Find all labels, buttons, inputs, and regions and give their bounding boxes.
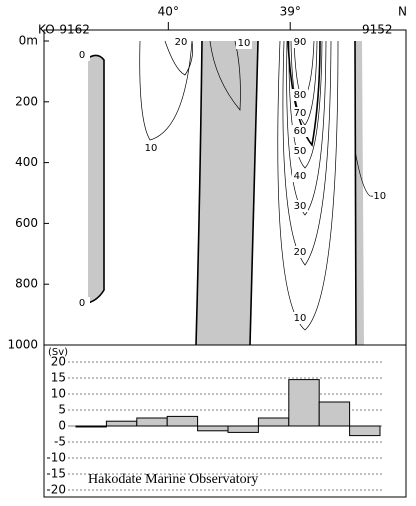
contour-label-bg bbox=[74, 297, 90, 309]
y-tick-label: -15 bbox=[46, 467, 66, 481]
contour-label-bg bbox=[173, 36, 189, 48]
zero-contour bbox=[195, 40, 203, 346]
north-label: N bbox=[398, 5, 407, 19]
y-axis-label: (Sv) bbox=[48, 347, 68, 358]
bar bbox=[75, 425, 107, 428]
contour-label-bg bbox=[292, 36, 308, 48]
contour bbox=[354, 149, 371, 197]
y-tick-label: 10 bbox=[51, 387, 66, 401]
y-tick-label: -5 bbox=[54, 435, 66, 449]
contour-label: 10 bbox=[238, 38, 251, 49]
contour-label-bg bbox=[292, 89, 308, 101]
contour-label-bg bbox=[292, 125, 308, 137]
zero-contour bbox=[287, 40, 321, 147]
contour-label-bg bbox=[370, 190, 386, 202]
bar bbox=[318, 401, 351, 427]
y-tick-label: -20 bbox=[46, 483, 66, 497]
bar bbox=[105, 420, 138, 427]
contour bbox=[282, 40, 332, 266]
contour bbox=[286, 40, 327, 216]
negative-region bbox=[355, 41, 364, 345]
contour-label-bg bbox=[292, 145, 308, 157]
bar bbox=[227, 425, 259, 433]
contour-label: 0 bbox=[79, 298, 85, 309]
credit: Hakodate Marine Observatory bbox=[88, 472, 258, 487]
contour bbox=[288, 40, 323, 169]
bar bbox=[288, 379, 320, 427]
contour-label: 50 bbox=[294, 146, 307, 157]
contour bbox=[209, 40, 241, 111]
depth-tick-label: 800 bbox=[15, 277, 38, 291]
station-right: 9152 bbox=[362, 23, 393, 37]
y-tick-label: -10 bbox=[46, 451, 66, 465]
negative-region bbox=[88, 55, 104, 303]
contour-label: 0 bbox=[79, 50, 85, 61]
bar bbox=[136, 417, 168, 427]
depth-tick-label: 200 bbox=[15, 94, 38, 108]
lat-tick-label: 40° bbox=[158, 5, 179, 19]
contour bbox=[139, 40, 193, 141]
depth-tick-label: 400 bbox=[15, 155, 38, 169]
bar bbox=[349, 425, 381, 437]
contour-label: 90 bbox=[294, 37, 307, 48]
lat-tick-label: 39° bbox=[280, 5, 301, 19]
depth-tick-label: 600 bbox=[15, 216, 38, 230]
zero-contour bbox=[87, 54, 105, 304]
zero-contour bbox=[249, 40, 259, 346]
bar bbox=[166, 415, 199, 427]
y-tick-label: 5 bbox=[58, 403, 66, 417]
contour-label-bg bbox=[143, 142, 159, 154]
negative-region bbox=[196, 41, 258, 345]
depth-tick-label: 0m bbox=[19, 34, 38, 48]
contour-label: 30 bbox=[294, 201, 307, 212]
contour-label-bg bbox=[292, 200, 308, 212]
y-tick-label: 0 bbox=[58, 419, 66, 433]
contour-label-bg bbox=[292, 107, 308, 119]
contour-label: 10 bbox=[145, 143, 158, 154]
contour bbox=[164, 40, 194, 76]
zero-contour bbox=[354, 40, 357, 346]
contour-label-bg bbox=[292, 246, 308, 258]
contour-label: 60 bbox=[294, 126, 307, 137]
contour-label: 80 bbox=[294, 90, 307, 101]
bar bbox=[257, 417, 290, 427]
y-tick-label: 15 bbox=[51, 371, 66, 385]
contour-label-bg bbox=[74, 49, 90, 61]
contour-label: 70 bbox=[294, 108, 307, 119]
contour-label-bg bbox=[292, 312, 308, 324]
contour-label: 20 bbox=[294, 247, 307, 258]
contour-label: 20 bbox=[175, 37, 188, 48]
contour-label: 40 bbox=[294, 171, 307, 182]
depth-tick-label: 1000 bbox=[7, 338, 38, 352]
y-tick-label: 20 bbox=[51, 355, 66, 369]
bar bbox=[197, 425, 229, 432]
contour-label-bg bbox=[236, 37, 252, 49]
contour-label: 10 bbox=[294, 313, 307, 324]
contour-label-bg bbox=[292, 170, 308, 182]
contour-label: -10 bbox=[370, 191, 386, 202]
contour bbox=[277, 40, 339, 331]
station-left: KO-9162 bbox=[38, 23, 90, 37]
bar-frame bbox=[43, 344, 407, 498]
